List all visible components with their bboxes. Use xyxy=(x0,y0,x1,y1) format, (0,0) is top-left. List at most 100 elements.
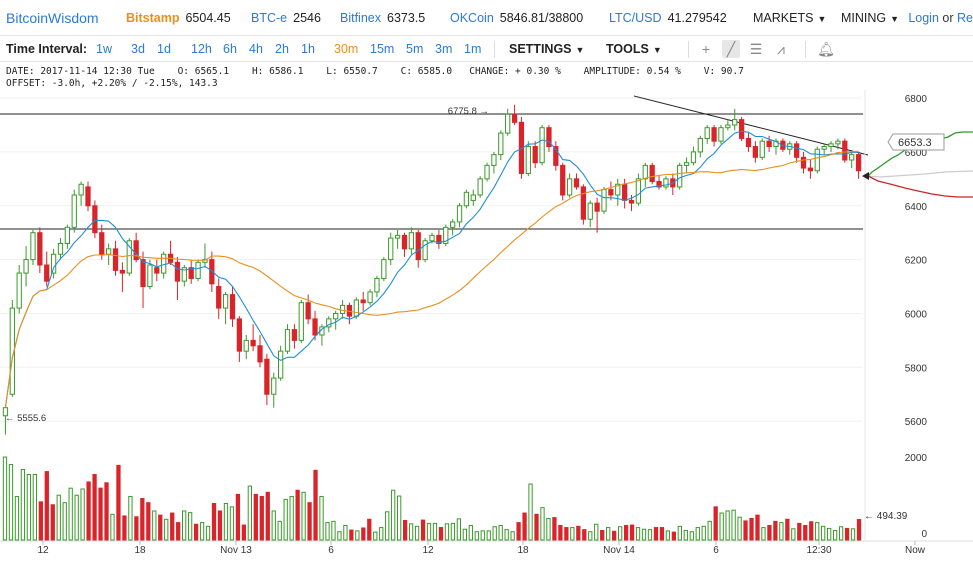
volume-bar xyxy=(223,503,229,541)
volume-bar xyxy=(737,516,742,541)
volume-bar xyxy=(20,469,26,541)
interval-5m[interactable]: 5m xyxy=(406,42,424,56)
volume-bar xyxy=(50,504,55,541)
market-okcoin[interactable]: OKCoin 5846.81/38800 xyxy=(450,11,584,25)
volume-bar xyxy=(462,528,467,541)
interval-12h[interactable]: 12h xyxy=(191,42,212,56)
volume-bar xyxy=(343,524,348,541)
auth-links: Login or Re xyxy=(908,11,973,25)
mining-menu[interactable]: MINING ▼ xyxy=(841,11,900,25)
candle-body xyxy=(188,267,194,279)
candle-body xyxy=(443,226,449,244)
candle-body xyxy=(298,302,304,341)
volume-bar xyxy=(217,510,223,541)
candle-body xyxy=(229,294,236,320)
volume-bar xyxy=(14,495,20,541)
markets-menu[interactable]: MARKETS ▼ xyxy=(753,11,827,25)
candle-body xyxy=(828,143,834,148)
candle-body xyxy=(849,154,855,161)
auth-or-text: or xyxy=(942,11,954,25)
low-price-label: ← 5555.6 xyxy=(5,413,46,424)
interval-4h[interactable]: 4h xyxy=(249,42,263,56)
candle-body xyxy=(649,164,655,183)
market-btce[interactable]: BTC-e 2546 xyxy=(251,11,321,25)
crosshair-icon[interactable]: + xyxy=(701,41,711,57)
candle-body xyxy=(807,167,814,172)
candle-body xyxy=(44,264,50,282)
volume-bar xyxy=(397,495,402,541)
volume-bar xyxy=(26,473,32,541)
interval-1h[interactable]: 1h xyxy=(301,42,315,56)
interval-1d[interactable]: 1d xyxy=(157,42,171,56)
interval-30m[interactable]: 30m xyxy=(334,42,359,56)
interval-2h[interactable]: 2h xyxy=(275,42,289,56)
market-bitfinex[interactable]: Bitfinex 6373.5 xyxy=(340,11,426,25)
time-tick-label: Nov 13 xyxy=(220,545,252,556)
candle-body xyxy=(37,232,43,266)
volume-bar xyxy=(677,525,682,541)
time-tick-label: 18 xyxy=(134,545,146,556)
price-tick-label: 5800 xyxy=(905,363,928,374)
toolbar-divider xyxy=(688,41,689,58)
candle-body xyxy=(525,146,531,174)
time-tick-label: Nov 14 xyxy=(603,545,635,556)
volume-bar xyxy=(827,527,832,541)
brand-logo[interactable]: BitcoinWisdom xyxy=(6,10,99,26)
interval-3d[interactable]: 3d xyxy=(131,42,145,56)
price-axis: 5600 5800 6000 6200 6400 6600 6800 xyxy=(864,90,928,540)
candle-body xyxy=(697,137,703,153)
volume-bar xyxy=(319,495,324,541)
login-link[interactable]: Login xyxy=(908,11,939,25)
candle-body xyxy=(71,194,77,228)
candle-body xyxy=(360,299,366,304)
candle-body xyxy=(718,127,724,142)
line-draw-icon[interactable]: ╱ xyxy=(722,40,740,58)
interval-6h[interactable]: 6h xyxy=(223,42,237,56)
candle-body xyxy=(112,248,119,271)
chevron-down-icon: ▼ xyxy=(890,14,900,24)
market-ltcusd[interactable]: LTC/USD 41.279542 xyxy=(609,11,727,25)
candle-body xyxy=(429,234,435,242)
fan-icon[interactable]: ⩘ xyxy=(777,41,785,57)
volume-bar xyxy=(486,530,491,541)
volume-bar xyxy=(850,528,856,541)
candle-body xyxy=(16,272,22,309)
interval-1w[interactable]: 1w xyxy=(96,42,112,56)
interval-1m[interactable]: 1m xyxy=(464,42,482,56)
settings-menu[interactable]: SETTINGS ▼ xyxy=(509,42,585,56)
volume-bar xyxy=(158,514,163,541)
candle-body xyxy=(456,205,463,223)
volume-bar xyxy=(797,522,802,541)
volume-bar xyxy=(809,521,814,541)
volume-bar xyxy=(379,527,384,541)
candle-body xyxy=(209,259,215,285)
tools-menu[interactable]: TOOLS ▼ xyxy=(606,42,662,56)
candle-body xyxy=(484,164,490,180)
candle-body xyxy=(663,178,669,188)
candle-body xyxy=(312,318,318,336)
volume-bar xyxy=(349,529,354,541)
candle-body xyxy=(161,253,167,274)
candle-body xyxy=(291,329,298,341)
bell-icon[interactable]: 🔔︎ xyxy=(817,41,835,57)
candle-body xyxy=(601,189,607,212)
volume-bar xyxy=(110,513,115,541)
register-link[interactable]: Re xyxy=(957,11,973,25)
candle-body xyxy=(539,127,545,164)
candle-body xyxy=(800,156,807,169)
fib-lines-icon[interactable]: ☰ xyxy=(749,41,763,57)
volume-bar xyxy=(844,527,850,541)
market-bitstamp[interactable]: Bitstamp 6504.45 xyxy=(126,11,231,25)
candle-body xyxy=(257,345,263,363)
volume-bar xyxy=(86,481,91,541)
volume-bar xyxy=(588,531,593,541)
candle-body xyxy=(99,232,105,255)
volume-bar xyxy=(438,527,444,541)
volume-bar xyxy=(779,522,784,541)
interval-3m[interactable]: 3m xyxy=(435,42,453,56)
volume-bar xyxy=(791,528,796,541)
time-tick-label: 18 xyxy=(517,545,529,556)
interval-15m[interactable]: 15m xyxy=(370,42,395,56)
volume-bar xyxy=(420,519,426,541)
